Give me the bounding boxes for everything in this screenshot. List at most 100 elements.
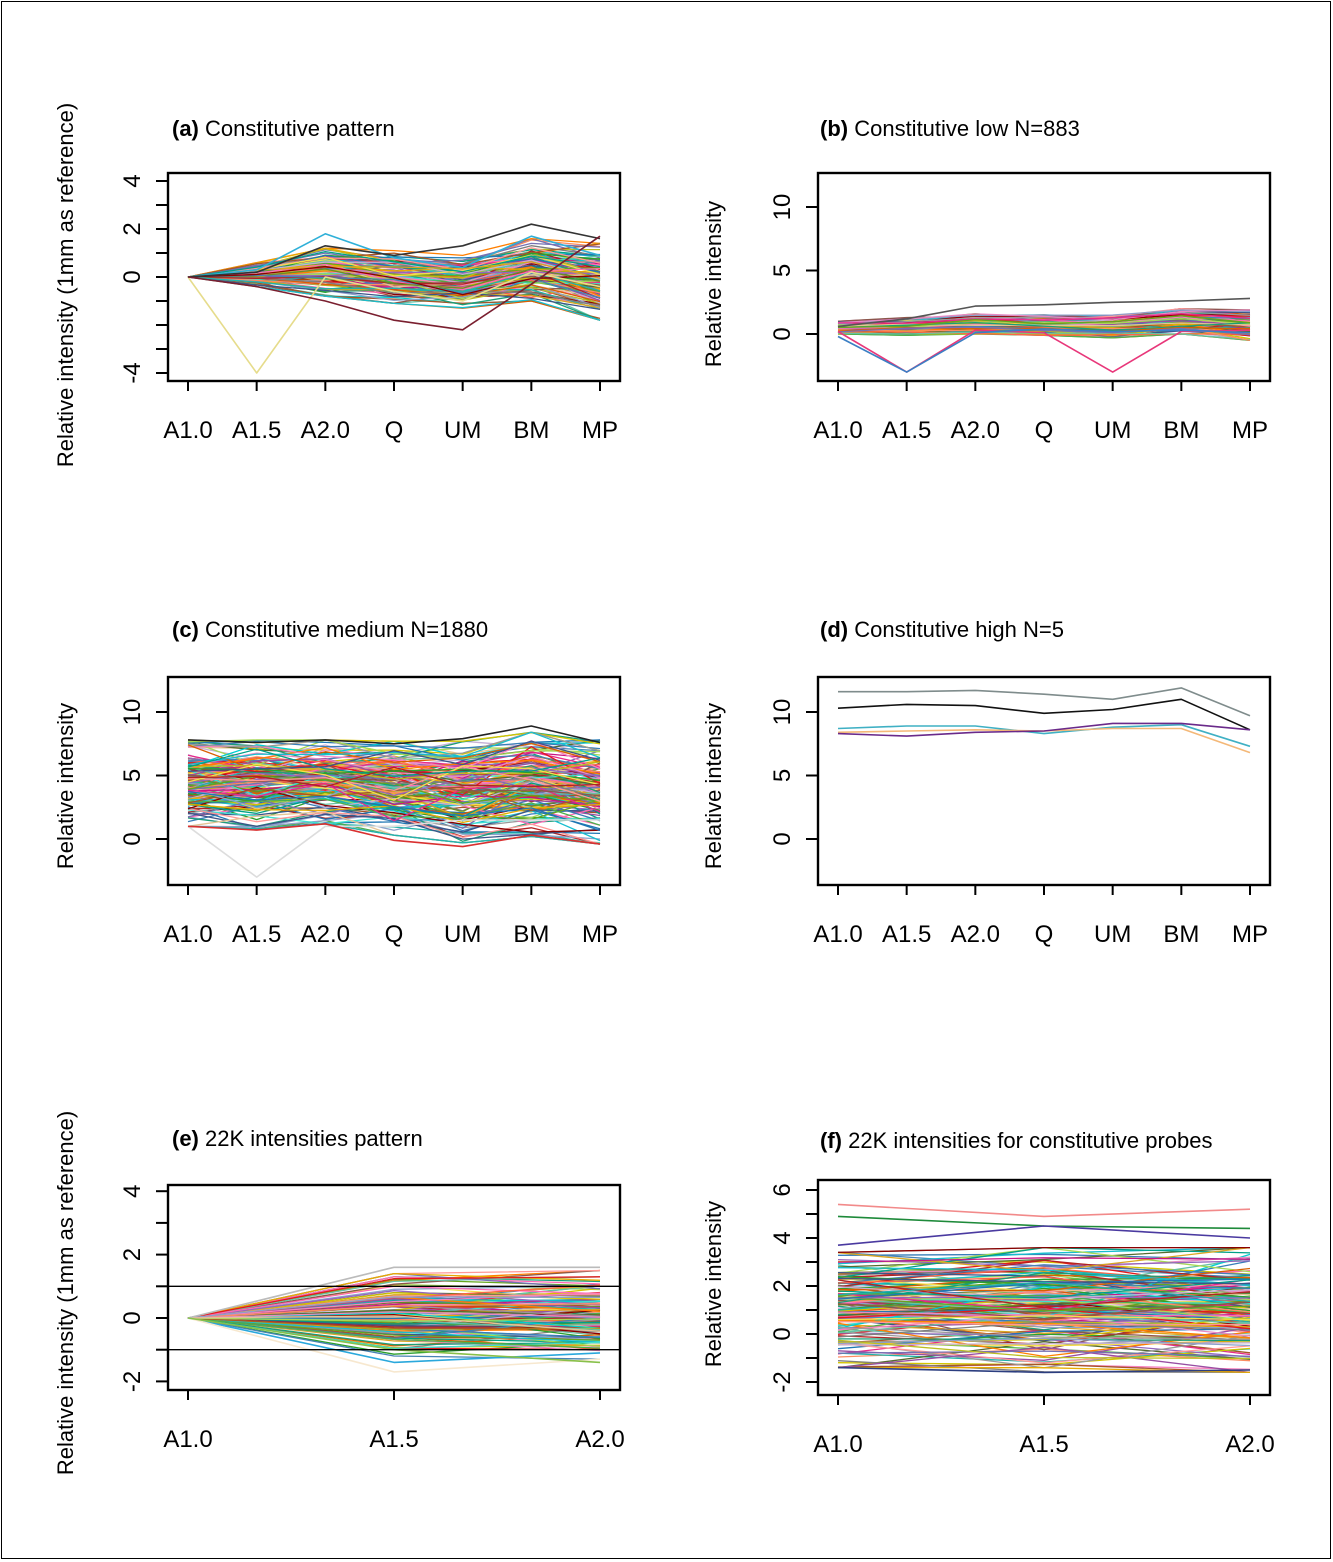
panel-b: (b) Constitutive low N=883 Relative inte…: [701, 116, 1272, 444]
panel-b-ylabel: Relative intensity: [701, 201, 726, 367]
panel-b-bundle-line: [837, 321, 1251, 331]
panel-d-xtick-label: MP: [1232, 921, 1268, 948]
panel-d-series-line: [837, 727, 1251, 754]
panel-f-bundle-line: [837, 1257, 1251, 1263]
panel-c-xtick-label: A1.0: [163, 921, 212, 948]
panel-f-bundle-line: [837, 1321, 1251, 1338]
panel-f-ytick-label: 4: [769, 1231, 796, 1244]
panel-f-series-line: [837, 1225, 1251, 1246]
panel-d-xtick-label: Q: [1035, 921, 1054, 948]
panel-f-bundle-line: [837, 1311, 1251, 1337]
panel-f-ytick-label: 6: [769, 1183, 796, 1196]
panel-b-xtick-label: A2.0: [951, 417, 1000, 444]
panel-f-bundle-line: [837, 1320, 1251, 1326]
panel-f-bundle-line: [837, 1279, 1251, 1299]
panel-f-bundle-line: [837, 1350, 1251, 1357]
panel-b-bundle-line: [837, 326, 1251, 336]
panel-c-bundle-line: [187, 812, 601, 840]
panel-e-series-line: [187, 1317, 601, 1373]
panel-d: (d) Constitutive high N=5 Relative inten…: [701, 617, 1272, 948]
panel-c-series-line: [187, 725, 601, 745]
panel-e-plot: A1.0 A1.5 A2.0 -2 0 2 4: [119, 1183, 625, 1453]
panel-d-ytick-label: 0: [769, 832, 796, 845]
panel-e-bundle-line: [187, 1296, 601, 1319]
panel-a-xtick-label: A1.0: [163, 417, 212, 444]
panel-a-xtick-label: Q: [385, 417, 404, 444]
panel-c-bundle-line: [187, 746, 601, 775]
panel-a-ytick-label: -4: [119, 362, 146, 383]
panel-a-title: (a) Constitutive pattern: [172, 116, 395, 141]
panel-e: (e) 22K intensities pattern Relative int…: [53, 1111, 625, 1475]
panel-e-ylabel: Relative intensity (1mm as reference): [53, 1111, 78, 1475]
panel-c-bundle-line: [187, 740, 601, 773]
panel-d-series-line: [838, 687, 1251, 717]
panel-a-xtick-label: A2.0: [301, 417, 350, 444]
panel-b-ytick-label: 5: [769, 264, 796, 277]
panel-c-bundle-line: [187, 790, 601, 832]
panel-a-xtick-label: MP: [582, 417, 618, 444]
panel-e-bundle-line: [187, 1317, 601, 1343]
panel-a-series-line: [187, 223, 601, 278]
panel-c-bundle-line: [187, 823, 601, 845]
panel-c-bundle-line: [187, 761, 601, 780]
panel-a-bundle-line: [187, 247, 601, 278]
panel-e-bundle-line: [187, 1290, 601, 1319]
panel-f-ytick-label: -2: [769, 1371, 796, 1392]
panel-d-xtick-label: BM: [1163, 921, 1199, 948]
panel-f-bundle-line: [837, 1272, 1251, 1304]
panel-f-bundle-line: [837, 1258, 1251, 1267]
panel-a-bundle-line: [187, 265, 601, 296]
panel-b-title: (b) Constitutive low N=883: [820, 116, 1080, 141]
panel-d-series-line: [837, 698, 1251, 731]
panel-f-series-line: [837, 1203, 1251, 1218]
panel-e-ytick-label: -2: [119, 1371, 146, 1392]
panel-c-bundle-line: [187, 767, 601, 796]
panel-e-bundle-line: [187, 1315, 601, 1320]
panel-f-bundle-line: [837, 1339, 1251, 1360]
panel-a-bundle-line: [187, 250, 601, 278]
panel-e-ytick-label: 2: [119, 1248, 146, 1261]
panel-b-xtick-label: Q: [1035, 417, 1054, 444]
panel-f-bundle-line: [837, 1253, 1251, 1261]
panel-f-bundle-line: [837, 1342, 1251, 1364]
panel-f-bundle-line: [837, 1346, 1251, 1374]
panel-f: (f) 22K intensities for constitutive pro…: [701, 1128, 1275, 1458]
panel-e-bundle-line: [187, 1315, 601, 1332]
panel-f-bundle-line: [837, 1281, 1251, 1303]
panel-c-bundle-line: [187, 786, 601, 810]
panel-a-ytick-label: 4: [119, 174, 146, 187]
panel-e-bundle-line: [187, 1317, 601, 1322]
panel-a-ylabel: Relative intensity (1mm as reference): [53, 103, 78, 467]
panel-a-bundle-line: [187, 276, 601, 294]
panel-e-ytick-label: 4: [119, 1185, 146, 1198]
panel-c-ytick-label: 0: [119, 832, 146, 845]
panel-c-plot: A1.0 A1.5 A2.0 Q UM BM MP 0 5 10: [119, 675, 622, 948]
panel-b-xtick-label: UM: [1094, 417, 1131, 444]
panel-c-title: (c) Constitutive medium N=1880: [172, 617, 488, 642]
panel-b-xtick-label: MP: [1232, 417, 1268, 444]
panel-e-ytick-label: 0: [119, 1311, 146, 1324]
panel-f-series-line: [837, 1366, 1251, 1374]
panel-e-xtick-label: A1.0: [163, 1426, 212, 1453]
panel-f-bundle-line: [837, 1328, 1251, 1350]
panel-c-xtick-label: MP: [582, 921, 618, 948]
panel-e-bundle-line: [187, 1292, 601, 1319]
panel-c-bundle-line: [187, 766, 601, 802]
panel-f-bundle-line: [837, 1264, 1251, 1284]
panel-f-bundle-line: [837, 1363, 1251, 1374]
panel-e-bundle-line: [187, 1317, 601, 1346]
panel-d-title: (d) Constitutive high N=5: [820, 617, 1064, 642]
panel-e-bundle-line: [187, 1317, 601, 1349]
panel-a-series-line: [187, 233, 601, 278]
panel-c-bundle-line: [187, 752, 601, 779]
panel-d-plot: A1.0 A1.5 A2.0 Q UM BM MP 0 5 10: [769, 675, 1272, 948]
panel-e-xtick-label: A1.5: [369, 1426, 418, 1453]
panel-a-ytick-label: 0: [119, 270, 146, 283]
panel-e-title: (e) 22K intensities pattern: [172, 1126, 423, 1151]
panel-c-bundle-line: [187, 740, 601, 750]
panel-b-bundle-line: [837, 322, 1251, 327]
panel-c-xtick-label: BM: [513, 921, 549, 948]
panel-c-xtick-label: UM: [444, 921, 481, 948]
panel-e-bundle-line: [187, 1269, 601, 1319]
